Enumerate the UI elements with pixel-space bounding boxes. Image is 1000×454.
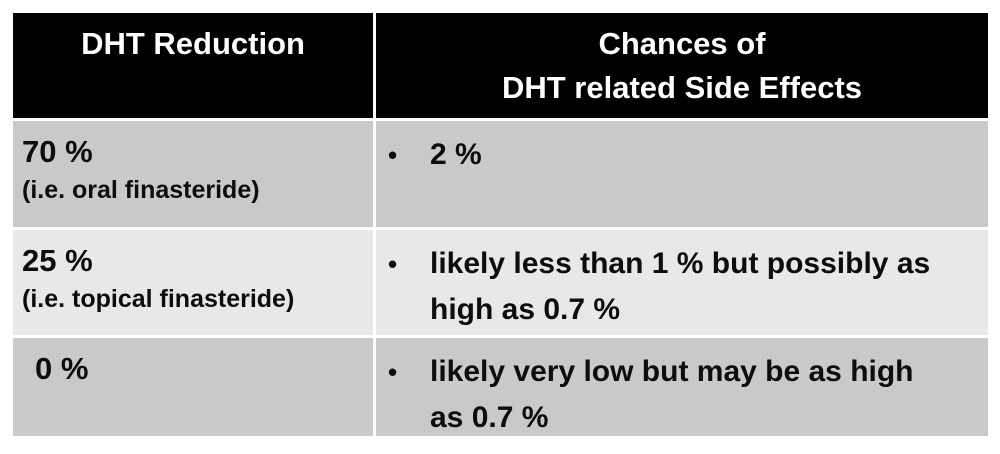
chance-line-1: likely very low but may be as high xyxy=(430,355,914,388)
reduction-note: (i.e. oral finasteride) xyxy=(22,176,260,204)
table-row-1-chance-cell: • 2 % xyxy=(376,121,988,227)
reduction-value: 0 % xyxy=(35,351,89,386)
table-row-3-reduction-cell: 0 % xyxy=(13,338,373,436)
chance-text: likely less than 1 % but possibly as hig… xyxy=(430,241,984,333)
chance-text: likely very low but may be as high as 0.… xyxy=(430,349,984,436)
chance-line-2: as 0.7 % xyxy=(430,401,549,434)
bullet-icon: • xyxy=(388,357,398,387)
header-col2-line2: DHT related Side Effects xyxy=(501,70,863,105)
dht-comparison-table: DHT Reduction Chances of DHT related Sid… xyxy=(13,13,988,436)
bullet-icon: • xyxy=(388,140,398,170)
header-cell-side-effect-chances: Chances of DHT related Side Effects xyxy=(376,13,988,118)
reduction-value: 70 % xyxy=(22,134,93,169)
chance-text: 2 % xyxy=(430,132,984,178)
chance-line-1: likely less than 1 % but possibly as xyxy=(430,247,931,280)
chance-line-2: high as 0.7 % xyxy=(430,293,621,326)
bullet-icon: • xyxy=(388,249,398,279)
table-row-3-chance-cell: • likely very low but may be as high as … xyxy=(376,338,988,436)
table-row-2-reduction-cell: 25 % (i.e. topical finasteride) xyxy=(13,230,373,335)
reduction-value: 25 % xyxy=(22,243,93,278)
table-row-1-reduction-cell: 70 % (i.e. oral finasteride) xyxy=(13,121,373,227)
reduction-note: (i.e. topical finasteride) xyxy=(22,285,295,313)
header-cell-dht-reduction: DHT Reduction xyxy=(13,13,373,118)
header-col1-label: DHT Reduction xyxy=(81,26,305,61)
table-row-2-chance-cell: • likely less than 1 % but possibly as h… xyxy=(376,230,988,335)
header-col2-line1: Chances of xyxy=(598,26,766,61)
chance-line-1: 2 % xyxy=(430,138,482,171)
